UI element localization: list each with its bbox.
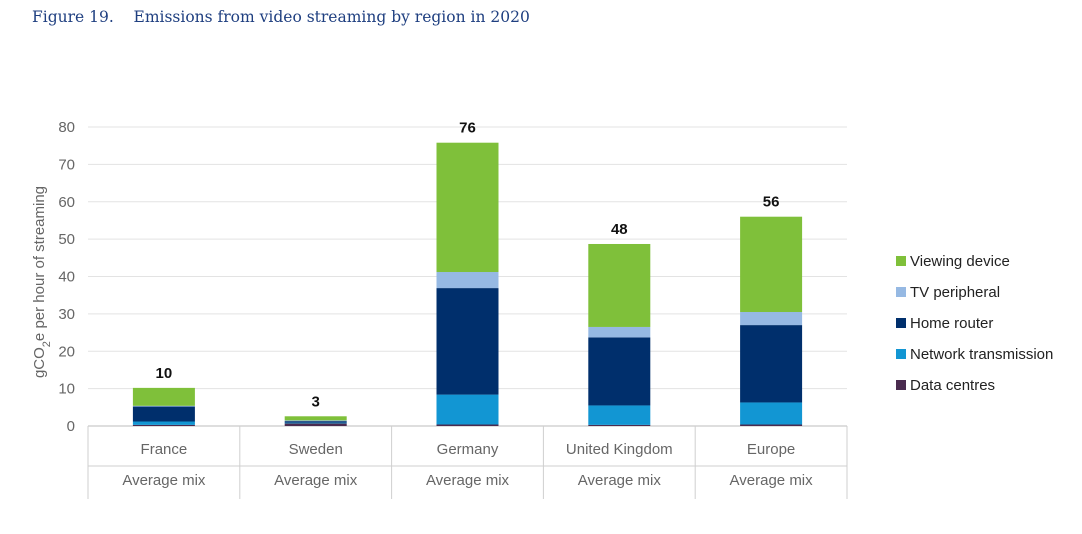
y-tick-label: 0 (67, 418, 75, 435)
y-tick-label: 30 (58, 306, 75, 323)
x-category-label: Germany (437, 441, 499, 458)
x-axis: France Average mix Sweden Average mix German… (87, 426, 848, 499)
bar-total-label: 48 (611, 221, 628, 238)
bar-segment (588, 243, 651, 327)
bar-total-label: 3 (312, 393, 320, 410)
bar-segment (436, 394, 499, 425)
bar-segment (436, 272, 499, 289)
bar-segment (740, 424, 803, 426)
bar-total-label: 76 (459, 120, 476, 137)
x-category-label: United Kingdom (566, 441, 673, 458)
bar-segment (436, 142, 499, 273)
y-tick-label: 80 (58, 119, 75, 136)
bar-segment (740, 216, 803, 313)
figure-number: Figure 19. (32, 8, 114, 26)
x-sublabel: Average mix (274, 472, 358, 489)
x-sublabel: Average mix (122, 472, 206, 489)
legend-swatch (896, 256, 906, 266)
bar-segment (284, 423, 347, 426)
bar-segment (132, 421, 195, 425)
bar-segment (284, 416, 347, 421)
legend-swatch (896, 349, 906, 359)
y-tick-label: 70 (58, 156, 75, 173)
y-axis-label: gCO2e per hour of streaming (31, 186, 53, 378)
bar-totals: 10 3 76 48 56 (156, 120, 780, 411)
y-axis-ticks: 0 10 20 30 40 50 60 70 80 (58, 119, 75, 435)
y-tick-label: 50 (58, 231, 75, 248)
x-category-label: Europe (747, 441, 795, 458)
bar-segment (740, 312, 803, 326)
legend-label: Home router (910, 315, 993, 332)
bar-segment (132, 405, 195, 407)
bar-total-label: 56 (763, 194, 780, 211)
bar-total-label: 10 (156, 365, 173, 382)
x-sublabel: Average mix (578, 472, 662, 489)
legend-swatch (896, 287, 906, 297)
x-sublabel: Average mix (730, 472, 814, 489)
legend-swatch (896, 318, 906, 328)
bar-segment (284, 420, 347, 422)
bar-segment (740, 402, 803, 425)
bar-segment (436, 288, 499, 395)
legend: Viewing device TV peripheral Home router Ne… (896, 253, 1053, 394)
bar-segment (284, 422, 347, 424)
x-category-label: France (141, 441, 188, 458)
legend-swatch (896, 380, 906, 390)
bars (132, 142, 803, 426)
y-tick-label: 20 (58, 343, 75, 360)
legend-label: Data centres (910, 377, 995, 394)
bar-segment (588, 326, 651, 338)
bar-segment (588, 405, 651, 425)
y-tick-label: 60 (58, 194, 75, 211)
bar-segment (132, 406, 195, 422)
legend-label: TV peripheral (910, 284, 1000, 301)
legend-label: Viewing device (910, 253, 1010, 270)
bar-segment (132, 387, 195, 406)
bar-segment (436, 424, 499, 426)
bar-segment (588, 424, 651, 426)
figure-title: Emissions from video streaming by region… (133, 8, 530, 26)
x-sublabel: Average mix (426, 472, 510, 489)
x-category-label: Sweden (289, 441, 343, 458)
bar-segment (740, 325, 803, 403)
figure-caption: Figure 19. Emissions from video streamin… (32, 8, 530, 26)
bar-segment (284, 421, 347, 423)
legend-label: Network transmission (910, 346, 1053, 363)
bar-segment (588, 337, 651, 406)
y-tick-label: 10 (58, 381, 75, 398)
y-tick-label: 40 (58, 269, 75, 286)
bar-segment (132, 424, 195, 426)
